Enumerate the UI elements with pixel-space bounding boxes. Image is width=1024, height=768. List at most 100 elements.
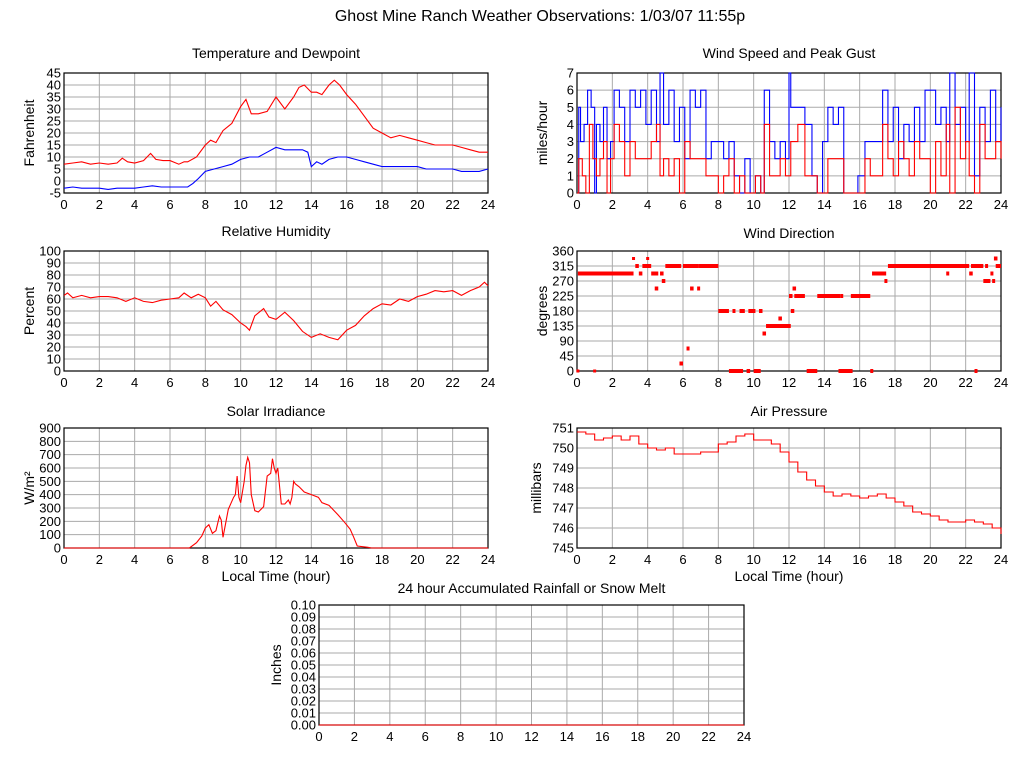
- x-tick-label: 8: [457, 729, 464, 744]
- wind-direction-point: [654, 286, 659, 291]
- y-tick-label: 60: [47, 292, 61, 307]
- series-line-air-pressure: [577, 431, 1002, 534]
- x-tick-label: 4: [131, 197, 138, 212]
- x-tick-label: 16: [852, 552, 866, 567]
- x-tick-label: 4: [131, 552, 138, 567]
- x-tick-label: 0: [60, 552, 67, 567]
- x-tick-label: 22: [958, 552, 972, 567]
- wind-direction-point: [974, 369, 978, 373]
- series-line-wind-speed: [577, 106, 1002, 194]
- wind-direction-point: [762, 331, 767, 336]
- wind-direction-point: [739, 309, 745, 313]
- wind-direction-point: [970, 264, 984, 268]
- series-line-temperature: [63, 79, 488, 165]
- y-tick-label: 0.08: [291, 622, 316, 637]
- x-tick-label: 2: [609, 197, 616, 212]
- y-tick-label: 0: [54, 541, 61, 556]
- x-tick-label: 8: [715, 552, 722, 567]
- x-tick-label: 6: [679, 197, 686, 212]
- wind-direction-point: [698, 264, 719, 268]
- y-tick-label: 0.01: [291, 706, 316, 721]
- x-tick-label: 14: [304, 375, 318, 390]
- x-tick-label: 10: [233, 197, 247, 212]
- x-tick-label: 6: [166, 197, 173, 212]
- y-tick-label: 135: [552, 319, 574, 334]
- x-tick-label: 14: [304, 552, 318, 567]
- x-tick-label: 10: [233, 552, 247, 567]
- x-tick-label: 16: [595, 729, 609, 744]
- x-tick-label: 6: [166, 552, 173, 567]
- y-tick-label: 50: [47, 304, 61, 319]
- wind-direction-point: [646, 257, 650, 260]
- series-line-dewpoint: [63, 146, 489, 190]
- x-tick-label: 20: [923, 197, 937, 212]
- y-tick-label: 749: [552, 461, 574, 476]
- chart-title: Air Pressure: [750, 403, 827, 419]
- x-tick-label: 12: [524, 729, 538, 744]
- wind-direction-point: [661, 279, 666, 283]
- y-tick-label: 35: [47, 90, 61, 105]
- page-title: Ghost Mine Ranch Weather Observations: 1…: [334, 8, 746, 25]
- x-tick-label: 4: [386, 729, 393, 744]
- x-tick-label: 0: [60, 375, 67, 390]
- wind-direction-point: [872, 271, 887, 276]
- wind-direction-point: [746, 369, 751, 373]
- wind-direction-point: [946, 271, 950, 276]
- y-axis-label: Inches: [268, 644, 284, 685]
- chart-title: Solar Irradiance: [227, 403, 326, 419]
- wind-direction-point: [778, 316, 782, 321]
- y-tick-label: 745: [552, 541, 574, 556]
- y-tick-label: 20: [47, 126, 61, 141]
- x-tick-label: 22: [445, 375, 459, 390]
- y-axis-label: W/m²: [21, 471, 37, 505]
- wind-direction-point: [576, 369, 580, 373]
- y-tick-label: 900: [39, 421, 61, 436]
- x-tick-label: 6: [679, 552, 686, 567]
- x-tick-label: 24: [481, 197, 495, 212]
- y-tick-label: 6: [567, 83, 574, 98]
- x-tick-label: 6: [679, 375, 686, 390]
- y-tick-label: 40: [47, 316, 61, 331]
- y-tick-label: 600: [39, 461, 61, 476]
- x-tick-label: 14: [560, 729, 574, 744]
- wind-direction-point: [632, 257, 636, 260]
- x-tick-label: 2: [609, 375, 616, 390]
- series-line-solar-irradiance: [64, 455, 488, 549]
- wind-direction-point: [690, 286, 694, 291]
- y-tick-label: -5: [49, 186, 61, 201]
- x-tick-label: 0: [315, 729, 322, 744]
- y-tick-label: 180: [552, 304, 574, 319]
- x-tick-label: 22: [958, 375, 972, 390]
- wind-direction-point: [660, 271, 664, 276]
- y-tick-label: 0: [567, 186, 574, 201]
- x-axis-label: Local Time (hour): [222, 568, 331, 584]
- y-tick-label: 40: [47, 78, 61, 93]
- x-tick-label: 22: [445, 197, 459, 212]
- y-tick-label: 15: [47, 138, 61, 153]
- x-tick-label: 20: [923, 375, 937, 390]
- x-tick-label: 16: [852, 197, 866, 212]
- y-tick-label: 10: [47, 150, 61, 165]
- wind-direction-point: [697, 286, 701, 291]
- x-tick-label: 12: [782, 197, 796, 212]
- y-tick-label: 0.02: [291, 694, 316, 709]
- x-tick-label: 12: [269, 552, 283, 567]
- series-line-peak-gust: [577, 72, 1002, 194]
- wind-direction-point: [766, 324, 791, 328]
- x-tick-label: 12: [782, 552, 796, 567]
- x-tick-label: 12: [269, 375, 283, 390]
- x-axis-label: Local Time (hour): [735, 568, 844, 584]
- wind-direction-point: [732, 309, 736, 313]
- x-tick-label: 18: [888, 375, 902, 390]
- x-tick-label: 18: [888, 552, 902, 567]
- y-tick-label: 0.04: [291, 670, 316, 685]
- y-tick-label: 30: [47, 102, 61, 117]
- y-tick-label: 5: [54, 162, 61, 177]
- wind-direction-point: [758, 309, 763, 313]
- y-tick-label: 30: [47, 328, 61, 343]
